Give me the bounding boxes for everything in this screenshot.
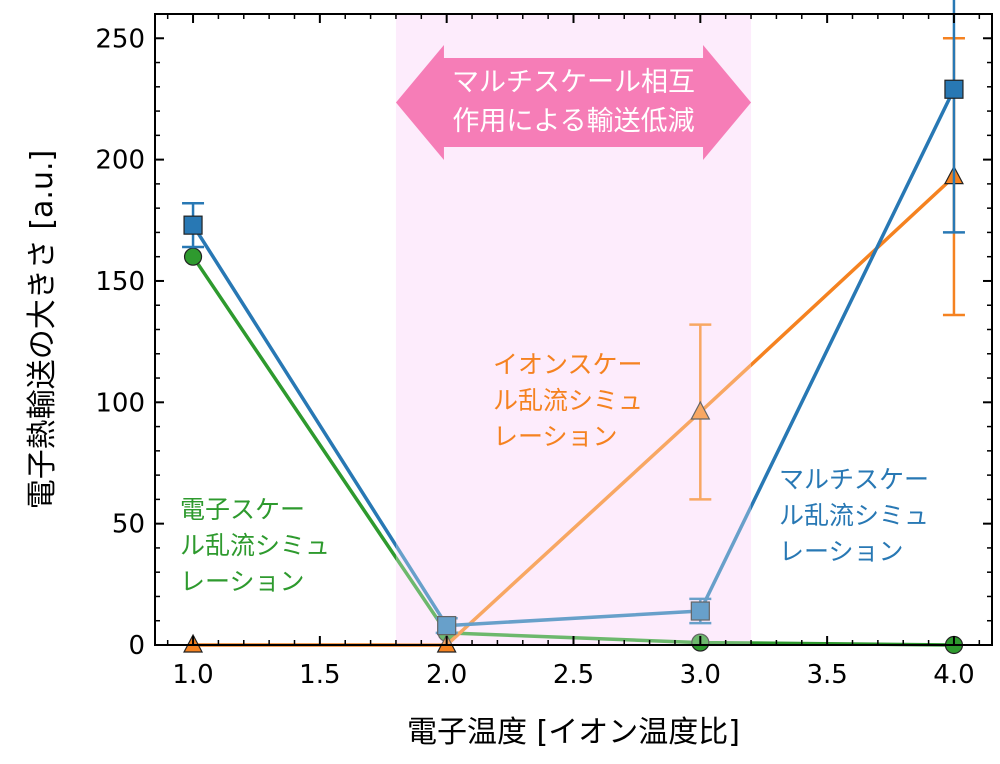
data-point-multi: [944, 79, 964, 99]
x-tick-label: 4.0: [933, 660, 974, 690]
x-tick-label: 2.5: [553, 660, 594, 690]
data-point-electron: [183, 247, 203, 266]
series-label-multi: レーション: [779, 537, 904, 566]
data-point-multi: [690, 601, 710, 621]
axis-ticks: 1.0 1.5 2.0 2.5 3.0 3.5 4.0 0 50 100 150 200 250: [95, 14, 992, 690]
highlight-wash: [395, 14, 752, 645]
y-axis-title: 電子熱輸送の大きさ [a.u.]: [25, 150, 60, 509]
x-tick-label: 3.5: [806, 660, 847, 690]
banner-line-2: 作用による輸送低減: [452, 106, 694, 137]
y-tick-label: 0: [128, 631, 145, 661]
series-label-ion: ル乱流シミュ: [493, 386, 643, 415]
banner: マルチスケール相互 作用による輸送低減: [395, 45, 752, 160]
series-label-multi: ル乱流シミュ: [779, 501, 929, 530]
series-multi: [182, 0, 965, 636]
series-annotations: マルチスケール乱流シミュレーションイオンスケール乱流シミュレーション電子スケール…: [180, 350, 929, 596]
y-tick-label: 200: [95, 146, 145, 176]
series-label-electron: ル乱流シミュ: [180, 531, 330, 560]
banner-arrow: [395, 45, 752, 160]
x-axis-title: 電子温度 [イオン温度比]: [407, 715, 740, 750]
series-label-electron: 電子スケー: [180, 495, 305, 524]
x-tick-label: 1.5: [299, 660, 340, 690]
series-label-electron: レーション: [180, 567, 305, 596]
series-line-multi: [191, 88, 956, 628]
series-label-ion: イオンスケー: [493, 350, 643, 379]
series-label-multi: マルチスケー: [779, 465, 929, 494]
y-tick-label: 250: [95, 24, 145, 54]
series-label-ion: レーション: [493, 422, 618, 451]
banner-line-1: マルチスケール相互: [452, 67, 695, 98]
data-point-ion: [690, 400, 711, 420]
x-tick-label: 1.0: [172, 660, 213, 690]
y-tick-label: 100: [95, 388, 145, 418]
x-tick-label: 3.0: [680, 660, 721, 690]
data-point-multi: [437, 615, 457, 636]
y-tick-label: 50: [112, 510, 145, 540]
x-tick-label: 2.0: [426, 660, 467, 690]
data-point-multi: [183, 215, 203, 235]
y-tick-label: 150: [95, 267, 145, 297]
